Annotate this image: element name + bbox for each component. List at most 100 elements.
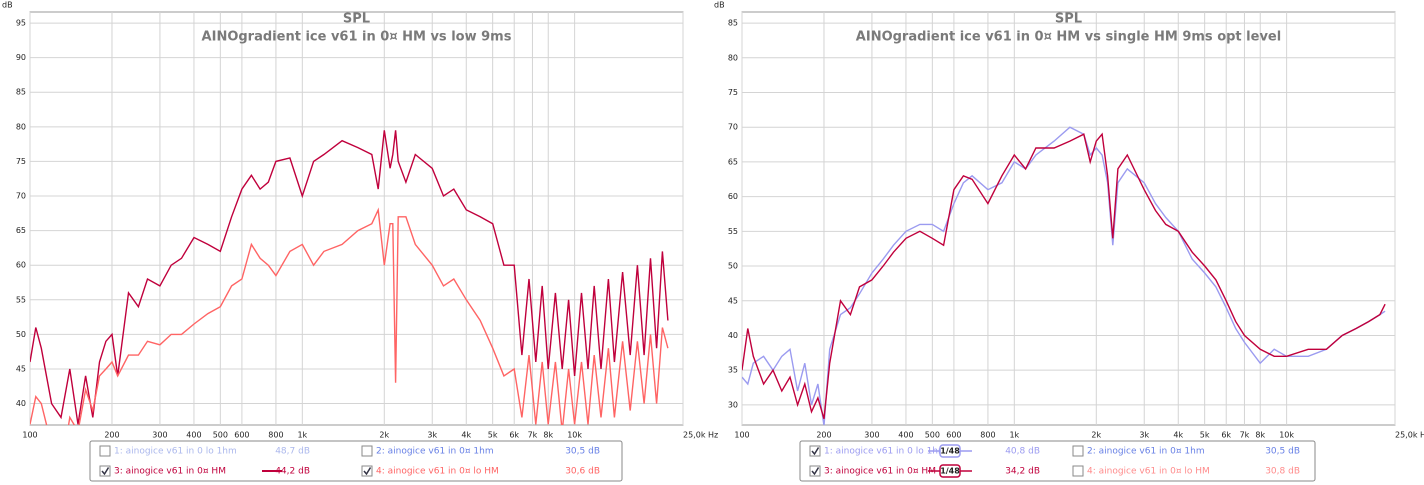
checkmark xyxy=(363,467,372,476)
checkbox[interactable] xyxy=(361,465,373,477)
lines xyxy=(742,126,1386,425)
x-tick-label: 8k xyxy=(543,431,553,440)
y-tick-label: 40 xyxy=(728,331,738,340)
legend-level: 44,2 dB xyxy=(275,467,310,477)
x-tick-label: 800 xyxy=(268,431,283,440)
y-axis-label: dB xyxy=(2,1,13,10)
checkbox[interactable] xyxy=(361,445,373,457)
y-tick-label: 60 xyxy=(728,192,738,201)
legend-level: 34,2 dB xyxy=(1005,467,1040,477)
y-tick-label: 65 xyxy=(16,226,26,235)
legend-level: 30,8 dB xyxy=(1265,467,1300,477)
checkmark xyxy=(101,467,110,476)
x-tick-label: 500 xyxy=(213,431,228,440)
x-tick-label: 2k xyxy=(1091,431,1101,440)
checkbox[interactable] xyxy=(99,465,111,477)
x-tick-label: 300 xyxy=(864,431,879,440)
smoothing-label: 1/48 xyxy=(940,447,960,456)
checkmark xyxy=(811,467,820,476)
x-tick-label: 5k xyxy=(488,431,498,440)
chart-title: SPL xyxy=(1055,12,1082,27)
legend-label: 2: ainogice v61 in 0¤ 1hm xyxy=(1087,447,1205,457)
chart-title: SPL xyxy=(343,12,370,27)
x-tick-label: 10k xyxy=(1279,431,1294,440)
smoothing-label: 1/48 xyxy=(940,467,960,476)
x-tick-label: 200 xyxy=(104,431,119,440)
series-line xyxy=(30,130,669,425)
x-tick-label: 7k xyxy=(1240,431,1250,440)
x-tick-label: 200 xyxy=(816,431,831,440)
series-line xyxy=(30,207,669,425)
legend-label: 3: ainogice v61 in 0¤ HM xyxy=(824,467,936,477)
y-tick-label: 55 xyxy=(16,295,26,304)
y-tick-label: 35 xyxy=(728,366,738,375)
y-tick-label: 50 xyxy=(728,262,738,271)
x-tick-label: 300 xyxy=(152,431,167,440)
y-tick-label: 95 xyxy=(16,19,26,28)
legend-label: 4: ainogice v61 in 0¤ lo HM xyxy=(376,467,499,477)
x-tick-label: 4k xyxy=(461,431,471,440)
checkbox[interactable] xyxy=(809,465,821,477)
x-tick-label: 1k xyxy=(1009,431,1019,440)
x-tick-label: 400 xyxy=(186,431,201,440)
x-tick-label: 8k xyxy=(1255,431,1265,440)
y-tick-label: 65 xyxy=(728,157,738,166)
x-tick-label: 7k xyxy=(528,431,538,440)
x-tick-label: 25,0k Hz xyxy=(683,431,718,440)
smoothing-badge[interactable] xyxy=(939,464,961,478)
y-tick-label: 85 xyxy=(16,88,26,97)
legend-level: 30,5 dB xyxy=(565,447,600,457)
x-tick-label: 2k xyxy=(379,431,389,440)
legend-box xyxy=(89,440,623,482)
legend-label: 1: ainogice v61 in 0 lo 1hm xyxy=(824,447,947,457)
x-tick-label: 6k xyxy=(1221,431,1231,440)
legend-label: 1: ainogice v61 in 0 lo 1hm xyxy=(114,447,237,457)
y-tick-label: 45 xyxy=(16,364,26,373)
x-tick-label: 600 xyxy=(234,431,249,440)
y-tick-label: 90 xyxy=(16,53,26,62)
chart-subtitle: AINOgradient ice v61 in 0¤ HM vs single … xyxy=(856,30,1281,45)
y-tick-label: 40 xyxy=(16,399,26,408)
legend-level: 40,8 dB xyxy=(1005,447,1040,457)
y-tick-label: 30 xyxy=(728,400,738,409)
smoothing-badge[interactable] xyxy=(939,444,961,458)
x-tick-label: 3k xyxy=(1139,431,1149,440)
legend-label: 4: ainogice v61 in 0¤ lo HM xyxy=(1087,467,1210,477)
y-tick-label: 80 xyxy=(16,122,26,131)
series-line xyxy=(742,132,1386,419)
x-tick-label: 1k xyxy=(297,431,307,440)
x-tick-label: 100 xyxy=(22,431,37,440)
legend-label: 3: ainogice v61 in 0¤ HM xyxy=(114,467,226,477)
legend-level: 30,5 dB xyxy=(1265,447,1300,457)
legend-level: 30,6 dB xyxy=(565,467,600,477)
x-tick-label: 100 xyxy=(734,431,749,440)
x-tick-label: 6k xyxy=(509,431,519,440)
y-tick-label: 60 xyxy=(16,261,26,270)
y-tick-label: 85 xyxy=(728,19,738,28)
plot-area xyxy=(29,11,684,426)
legend-level: 48,7 dB xyxy=(275,447,310,457)
checkmark xyxy=(811,447,820,456)
checkbox[interactable] xyxy=(809,445,821,457)
x-tick-label: 25,0k Hz xyxy=(1395,431,1424,440)
y-tick-label: 55 xyxy=(728,227,738,236)
checkbox[interactable] xyxy=(99,445,111,457)
y-tick-label: 75 xyxy=(16,157,26,166)
series-line xyxy=(742,126,1386,425)
chart-subtitle: AINOgradient ice v61 in 0¤ HM vs low 9ms xyxy=(202,30,512,45)
x-tick-label: 3k xyxy=(427,431,437,440)
x-tick-label: 800 xyxy=(980,431,995,440)
checkbox[interactable] xyxy=(1072,465,1084,477)
x-tick-label: 10k xyxy=(567,431,582,440)
y-tick-label: 50 xyxy=(16,330,26,339)
x-tick-label: 600 xyxy=(946,431,961,440)
legend-label: 2: ainogice v61 in 0¤ 1hm xyxy=(376,447,494,457)
plot-area xyxy=(741,11,1396,426)
y-tick-label: 70 xyxy=(728,123,738,132)
y-tick-label: 70 xyxy=(16,192,26,201)
y-tick-label: 45 xyxy=(728,296,738,305)
x-tick-label: 4k xyxy=(1173,431,1183,440)
x-tick-label: 5k xyxy=(1200,431,1210,440)
checkbox[interactable] xyxy=(1072,445,1084,457)
